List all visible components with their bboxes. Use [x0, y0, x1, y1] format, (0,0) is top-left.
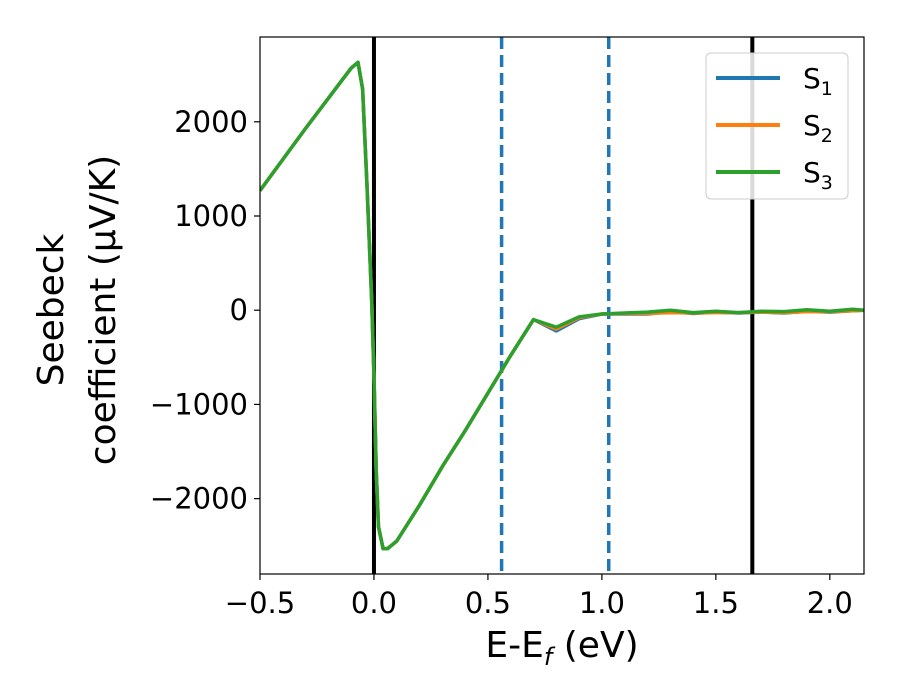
- x-axis-label: E-Ef (eV): [485, 625, 638, 671]
- y-axis-label-line2: coefficient (μV/K): [83, 155, 124, 465]
- y-tick-label: 0: [230, 293, 248, 327]
- legend-label-2: S2: [803, 109, 833, 147]
- x-tick-label: 2.0: [807, 586, 853, 620]
- y-axis-label-line1: Seebeck: [31, 233, 72, 386]
- y-tick-label: −1000: [150, 387, 248, 421]
- x-tick-label: 1.5: [693, 586, 739, 620]
- y-axis-ticks: −2000 −1000 0 1000 2000: [150, 105, 260, 516]
- x-tick-label: 1.0: [579, 586, 625, 620]
- x-tick-label: 0.0: [351, 586, 397, 620]
- legend-label-3: S3: [803, 156, 833, 194]
- legend: S1 S2 S3: [705, 52, 849, 200]
- y-tick-label: 1000: [174, 199, 248, 233]
- series-lines: [260, 60, 864, 551]
- x-tick-label: 0.5: [465, 586, 511, 620]
- y-axis-label: Seebeck coefficient (μV/K): [31, 155, 124, 465]
- legend-label-1: S1: [803, 62, 833, 100]
- series-line-3: [260, 60, 864, 551]
- reference-lines: [371, 37, 755, 574]
- y-tick-label: −2000: [150, 482, 248, 516]
- x-tick-label: −0.5: [225, 586, 295, 620]
- plot-frame: [259, 36, 865, 575]
- y-tick-label: 2000: [174, 105, 248, 139]
- x-axis-ticks: −0.5 0.0 0.5 1.0 1.5 2.0: [225, 574, 853, 620]
